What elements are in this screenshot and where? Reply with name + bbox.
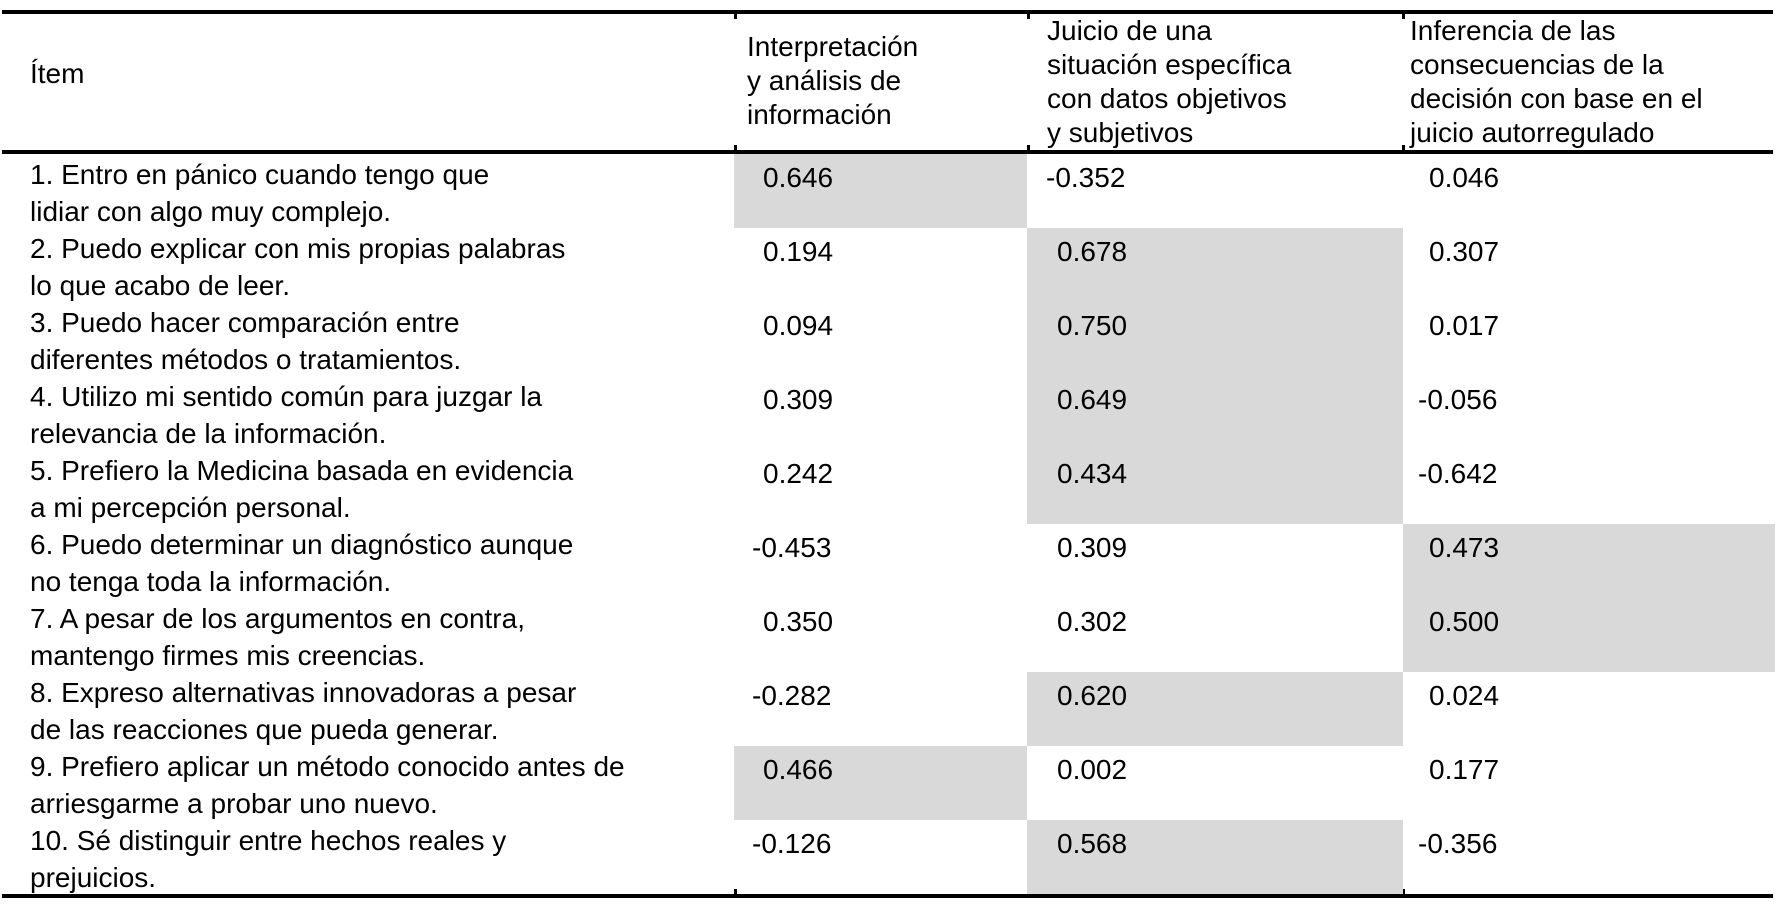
table-bottom-rule xyxy=(2,894,1773,898)
column-tick xyxy=(1402,145,1405,154)
table-row: 4. Utilizo mi sentido común para juzgar … xyxy=(0,376,1783,450)
loading-value: -0.282 xyxy=(752,680,832,711)
item-text: 9. Prefiero aplicar un método conocido a… xyxy=(30,751,625,819)
table-row: 9. Prefiero aplicar un método conocido a… xyxy=(0,746,1783,820)
column-tick xyxy=(1402,889,1405,898)
item-text: 5. Prefiero la Medicina basada en eviden… xyxy=(30,455,574,523)
loading-value: 0.466 xyxy=(734,746,1027,820)
item-text: 2. Puedo explicar con mis propias palabr… xyxy=(30,233,566,301)
loading-value: -0.453 xyxy=(752,532,832,563)
column-tick xyxy=(1402,10,1405,19)
loading-value: 0.094 xyxy=(763,310,834,341)
loading-value: 0.046 xyxy=(1429,162,1500,193)
column-tick xyxy=(734,145,737,154)
loading-value: -0.056 xyxy=(1418,384,1498,415)
item-text: 3. Puedo hacer comparación entre diferen… xyxy=(30,307,462,375)
table-row: 8. Expreso alternativas innovadoras a pe… xyxy=(0,672,1783,746)
loading-value: 0.302 xyxy=(1057,606,1128,637)
column-header-inferencia: Inferencia de las consecuencias de la de… xyxy=(1410,15,1703,148)
column-header-item: Ítem xyxy=(30,58,85,89)
loading-value: 0.307 xyxy=(1429,236,1500,267)
table-top-rule xyxy=(2,10,1773,14)
column-tick xyxy=(1027,10,1030,19)
loading-value: 0.242 xyxy=(763,458,834,489)
loading-value: 0.649 xyxy=(1027,376,1403,450)
loading-value: 0.017 xyxy=(1429,310,1500,341)
column-header-juicio: Juicio de una situación específica con d… xyxy=(1047,15,1292,148)
table-row: 3. Puedo hacer comparación entre diferen… xyxy=(0,302,1783,376)
loading-value: 0.568 xyxy=(1027,820,1403,894)
column-tick xyxy=(734,889,737,898)
loading-value: -0.352 xyxy=(1046,162,1126,193)
item-text: 1. Entro en pánico cuando tengo que lidi… xyxy=(30,159,490,227)
loading-value: 0.434 xyxy=(1027,450,1403,524)
loading-value: 0.473 xyxy=(1403,524,1775,598)
loading-value: 0.620 xyxy=(1027,672,1403,746)
loading-value: 0.500 xyxy=(1403,598,1775,672)
loading-value: 0.350 xyxy=(763,606,834,637)
loading-value: 0.194 xyxy=(763,236,834,267)
table-row: 10. Sé distinguir entre hechos reales y … xyxy=(0,820,1783,894)
loading-value: 0.309 xyxy=(763,384,834,415)
loading-value: 0.177 xyxy=(1429,754,1500,785)
table-row: 7. A pesar de los argumentos en contra, … xyxy=(0,598,1783,672)
table-header-rule xyxy=(2,150,1773,154)
table-row: 1. Entro en pánico cuando tengo que lidi… xyxy=(0,154,1783,228)
loading-value: -0.356 xyxy=(1418,828,1498,859)
table-body: 1. Entro en pánico cuando tengo que lidi… xyxy=(0,154,1783,894)
loading-value: -0.642 xyxy=(1418,458,1498,489)
loading-value: 0.678 xyxy=(1027,228,1403,302)
item-text: 6. Puedo determinar un diagnóstico aunqu… xyxy=(30,529,574,597)
column-tick xyxy=(734,10,737,19)
item-text: 10. Sé distinguir entre hechos reales y … xyxy=(30,825,507,893)
column-header-interpretacion: Interpretación y análisis de información xyxy=(747,31,919,130)
column-tick xyxy=(1027,145,1030,154)
item-text: 4. Utilizo mi sentido común para juzgar … xyxy=(30,381,543,449)
item-text: 8. Expreso alternativas innovadoras a pe… xyxy=(30,677,577,745)
table-row: 2. Puedo explicar con mis propias palabr… xyxy=(0,228,1783,302)
loading-value: 0.309 xyxy=(1057,532,1128,563)
loading-value: 0.002 xyxy=(1057,754,1128,785)
loading-value: -0.126 xyxy=(752,828,832,859)
loading-value: 0.024 xyxy=(1429,680,1500,711)
table-row: 6. Puedo determinar un diagnóstico aunqu… xyxy=(0,524,1783,598)
loading-value: 0.750 xyxy=(1027,302,1403,376)
loading-value: 0.646 xyxy=(734,154,1027,228)
table-row: 5. Prefiero la Medicina basada en eviden… xyxy=(0,450,1783,524)
item-text: 7. A pesar de los argumentos en contra, … xyxy=(30,603,525,671)
